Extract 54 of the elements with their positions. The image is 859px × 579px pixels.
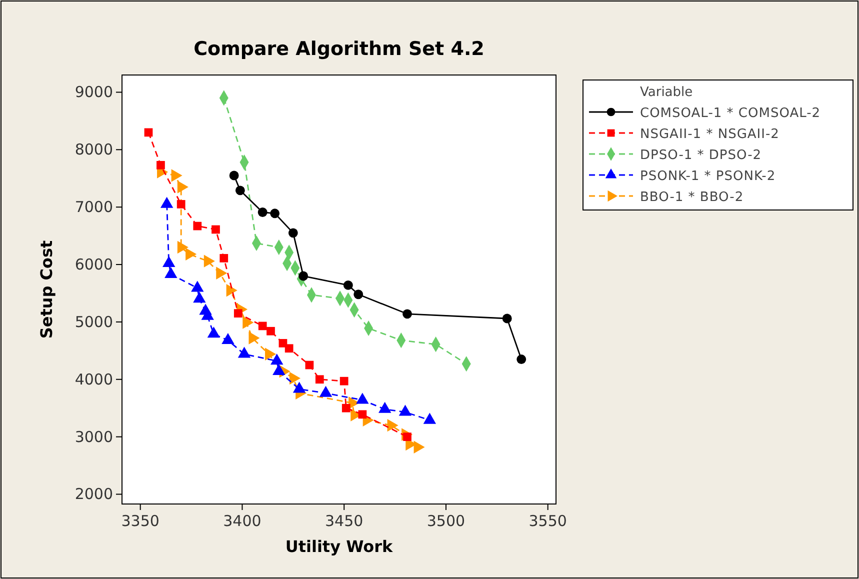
point: [305, 360, 314, 370]
x-tick-label: 3500: [426, 512, 466, 530]
legend-label: DPSO-1 * DPSO-2: [640, 148, 762, 163]
point: [354, 290, 364, 300]
y-tick-label: 9000: [74, 83, 113, 102]
point: [171, 169, 182, 182]
y-tick-label: 5000: [74, 312, 113, 331]
point: [144, 128, 153, 137]
point: [502, 314, 512, 324]
point: [289, 372, 300, 385]
point: [258, 208, 268, 217]
point: [176, 200, 186, 208]
point: [284, 344, 294, 353]
legend-label: COMSOAL-1 * COMSOAL-2: [640, 106, 821, 121]
legend-title: Variable: [640, 85, 693, 100]
point: [204, 254, 215, 268]
point: [193, 222, 202, 230]
y-tick-label: 4000: [74, 370, 113, 388]
point: [156, 160, 165, 170]
point: [516, 354, 526, 364]
point: [229, 170, 239, 180]
y-tick-label: 6000: [74, 256, 113, 274]
point: [270, 208, 280, 218]
x-tick-label: 3400: [223, 512, 262, 530]
x-tick-label: 3350: [121, 512, 160, 530]
point: [258, 322, 267, 330]
point: [220, 254, 228, 262]
point: [343, 280, 353, 290]
point: [177, 240, 188, 254]
y-tick-label: 8000: [74, 140, 113, 159]
point: [298, 271, 308, 281]
point: [235, 186, 245, 196]
point: [315, 375, 324, 384]
x-axis-title: Utility Work: [285, 537, 394, 556]
chart-title: Compare Algorithm Set 4.2: [194, 38, 484, 60]
point: [234, 309, 242, 318]
point: [402, 309, 412, 319]
x-tick-label: 3450: [325, 512, 364, 530]
point: [342, 404, 350, 412]
point: [266, 326, 275, 336]
point: [358, 410, 367, 419]
legend-label: NSGAII-1 * NSGAII-2: [640, 127, 780, 142]
point: [226, 284, 238, 297]
legend-label: PSONK-1 * PSONK-2: [640, 169, 776, 184]
legend-label: BBO-1 * BBO-2: [640, 190, 744, 205]
y-tick-label: 7000: [74, 198, 113, 216]
y-tick-label: 2000: [74, 485, 113, 504]
point: [212, 225, 220, 234]
point: [288, 228, 298, 238]
x-tick-label: 3550: [528, 512, 567, 530]
y-axis-title: Setup Cost: [37, 240, 56, 339]
point: [340, 376, 348, 386]
y-tick-label: 3000: [74, 428, 113, 446]
point: [177, 180, 188, 194]
